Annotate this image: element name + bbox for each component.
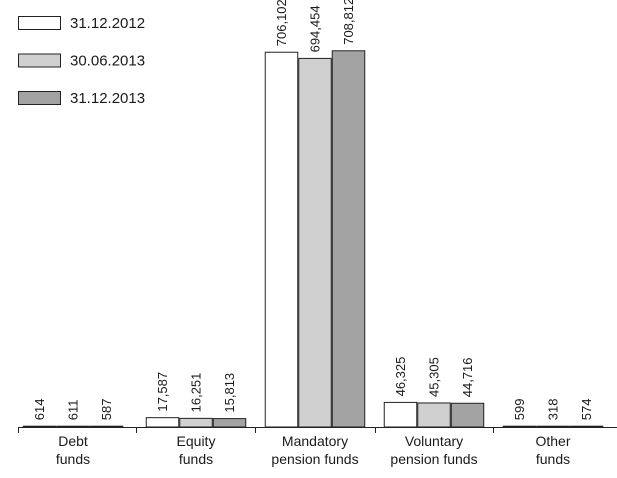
bar [417, 402, 451, 428]
bar [383, 401, 418, 428]
legend-label: 31.12.2013 [70, 90, 145, 107]
bar-value-label: 17,587 [155, 372, 170, 412]
bar [298, 57, 332, 428]
x-tick-label-line: Voluntary [405, 433, 463, 449]
bar-value-label: 587 [99, 398, 114, 420]
x-tick-label-line: Debt [58, 433, 88, 449]
x-tick-label-line: pension funds [390, 451, 477, 467]
bar-value-label: 574 [579, 398, 594, 420]
bar [536, 425, 570, 428]
x-tick-label-line: funds [536, 451, 570, 467]
x-tick-label-line: Other [535, 433, 570, 449]
bar-value-label: 599 [512, 398, 527, 420]
chart-bars [22, 50, 604, 428]
x-tick-label: Mandatory pension funds [271, 433, 358, 467]
legend-item: 31.12.2012 [18, 15, 145, 32]
bar [569, 425, 604, 428]
bar-value-label: 706,102 [274, 0, 289, 46]
bar-value-label: 694,454 [308, 5, 323, 52]
bar [502, 425, 537, 428]
chart-legend: 31.12.2012 30.06.2013 31.12.2013 [18, 15, 145, 107]
x-tick-label-line: funds [56, 451, 90, 467]
bar [450, 402, 485, 428]
bar [212, 418, 247, 428]
x-tick-label: Debt funds [56, 433, 90, 467]
bar [145, 417, 180, 428]
legend-swatch [18, 16, 61, 30]
bar-value-label: 614 [32, 398, 47, 420]
bar [179, 417, 213, 428]
x-tick-label-line: Mandatory [282, 433, 348, 449]
chart-value-labels: 614 611 587 17,587 16,251 15,813 706,102 694,45… [32, 0, 594, 420]
bar-value-label: 46,325 [393, 357, 408, 397]
legend-label: 31.12.2012 [70, 15, 145, 32]
x-tick-label-line: Equity [177, 433, 216, 449]
x-tick-label: Voluntary pension funds [390, 433, 477, 467]
legend-item: 31.12.2013 [18, 90, 145, 107]
bar-value-label: 611 [66, 399, 81, 420]
bar-value-label: 15,813 [222, 373, 237, 413]
x-axis [18, 427, 617, 433]
bar-value-label: 318 [546, 398, 561, 420]
legend-swatch [18, 53, 61, 68]
legend-label: 30.06.2013 [70, 53, 145, 70]
legend-item: 30.06.2013 [18, 53, 145, 70]
bar [56, 425, 90, 428]
bar [89, 425, 124, 428]
legend-swatch [18, 91, 61, 105]
x-tick-label-line: pension funds [271, 451, 358, 467]
bar-value-label: 44,716 [460, 358, 475, 398]
x-tick-label: Other funds [535, 433, 570, 467]
bar [264, 51, 299, 428]
x-axis-category-labels: Debt funds Equity funds Mandatory pension fun… [56, 433, 571, 467]
bar-value-label: 45,305 [427, 357, 442, 397]
x-tick-label: Equity funds [177, 433, 216, 467]
bar [331, 50, 366, 428]
x-tick-label-line: funds [179, 451, 213, 467]
bar [22, 425, 57, 428]
bar-value-label: 708,812 [341, 0, 356, 45]
bar-value-label: 16,251 [189, 373, 204, 413]
